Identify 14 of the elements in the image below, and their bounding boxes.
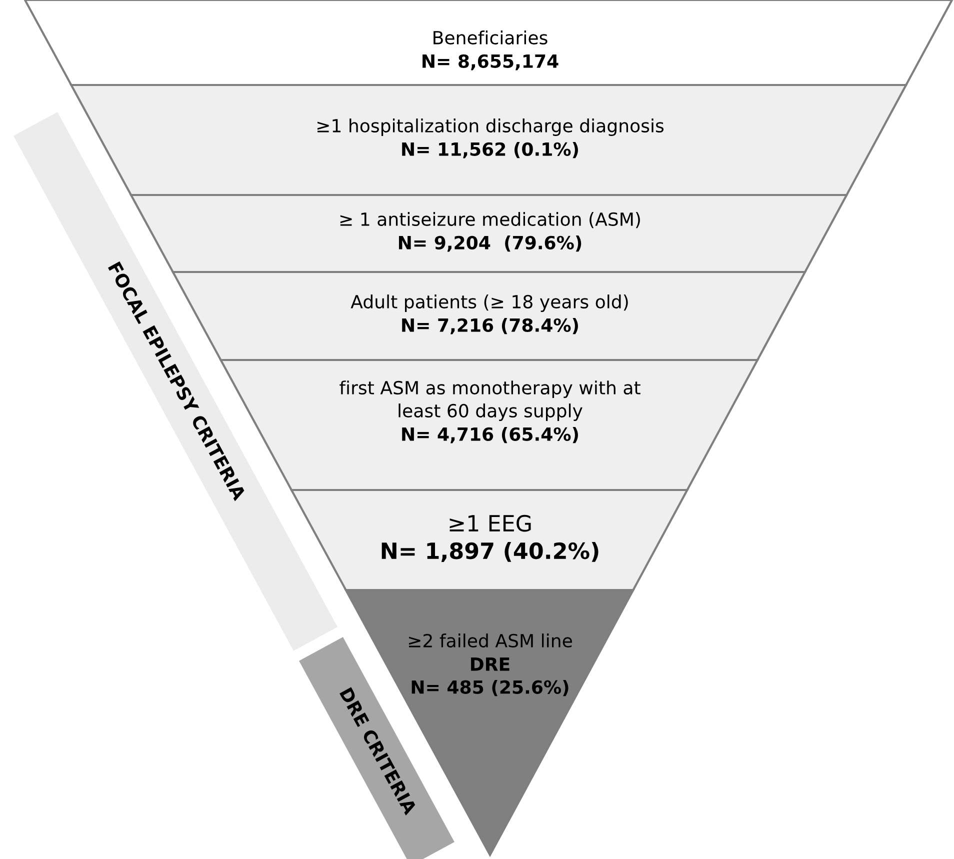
data-label: N= 4,716 (65.4%) bbox=[402, 427, 578, 444]
category-label: ≥ 1 antiseizure medication (ASM) bbox=[340, 212, 640, 228]
category-label: first ASM as monotherapy with at least 60 days supply bbox=[340, 380, 640, 421]
data-label: N= 8,655,174 bbox=[422, 54, 558, 70]
data-label: N= 1,897 (40.2%) bbox=[382, 542, 598, 562]
category-label: ≥2 failed ASM line bbox=[408, 634, 572, 648]
data-label: N= 11,562 (0.1%) bbox=[402, 142, 578, 158]
data-label: N= 7,216 (78.4%) bbox=[402, 318, 578, 334]
data-label: N= 9,204 (79.6%) bbox=[398, 236, 582, 252]
category-label: ≥1 EEG bbox=[450, 514, 531, 532]
category-label: Beneficiaries bbox=[434, 30, 548, 44]
category-label: ≥1 hospitalization discharge diagnosis bbox=[317, 118, 664, 136]
category-label: Adult patients (≥ 18 years old) bbox=[350, 294, 628, 312]
data-label: DRE N= 485 (25.6%) bbox=[412, 658, 568, 696]
